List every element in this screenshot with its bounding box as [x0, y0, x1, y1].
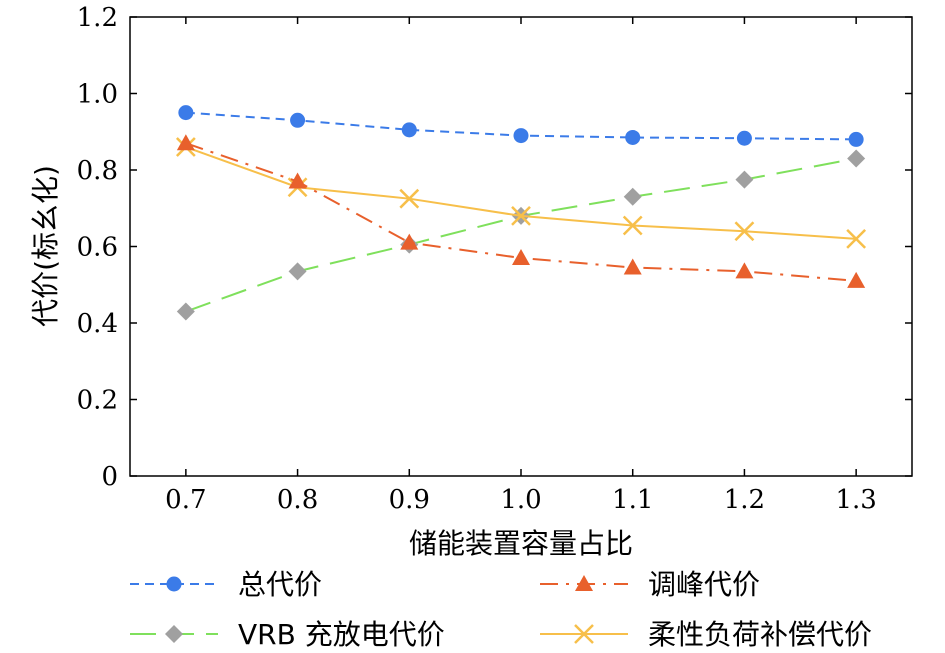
- x-marker-stroke: [574, 624, 594, 644]
- legend-marker: [166, 576, 182, 592]
- data-point: [288, 172, 307, 189]
- data-point: [734, 221, 755, 242]
- data-point: [176, 302, 195, 321]
- x-tick-label: 1.0: [500, 485, 541, 515]
- legend-item-0: 总代价: [130, 568, 322, 601]
- series-0: [178, 105, 864, 147]
- data-point: [735, 170, 754, 189]
- y-tick-label: 0.2: [77, 386, 118, 416]
- plot-frame: [129, 16, 913, 477]
- x-marker-stroke: [622, 215, 643, 236]
- data-point: [288, 262, 307, 281]
- data-point: [399, 188, 420, 209]
- data-point: [848, 131, 864, 147]
- y-tick-label: 1.0: [77, 80, 118, 110]
- legend-label: VRB 充放电代价: [238, 618, 445, 651]
- y-tick-label: 1.2: [77, 3, 118, 33]
- x-tick-label: 1.1: [612, 485, 653, 515]
- y-axis: 0 0.2 0.4 0.6 0.8 1.0 1.2: [77, 3, 912, 492]
- x-marker-stroke: [399, 188, 420, 209]
- y-tick-label: 0: [101, 462, 118, 492]
- legend-label: 柔性负荷补偿代价: [648, 618, 872, 651]
- series-layer: [175, 105, 867, 321]
- series-3: [175, 137, 867, 249]
- x-marker-stroke: [846, 228, 867, 249]
- x-tick-label: 0.7: [165, 485, 206, 515]
- x-tick-label: 1.2: [724, 485, 765, 515]
- x-marker-stroke: [511, 206, 531, 226]
- series-line: [185, 146, 857, 240]
- legend: 总代价 调峰代价 VRB 充放电代价 柔性负荷补偿代价: [130, 568, 872, 651]
- y-axis-title: 代价(标幺化): [29, 165, 62, 327]
- legend-item-1: 调峰代价: [540, 568, 760, 601]
- y-tick-label: 0.6: [77, 233, 118, 263]
- legend-label: 调峰代价: [648, 568, 760, 601]
- data-point: [512, 248, 530, 265]
- data-point: [178, 105, 194, 121]
- x-axis-title: 储能装置容量占比: [409, 527, 633, 560]
- data-point: [847, 271, 866, 288]
- legend-item-2: VRB 充放电代价: [130, 618, 445, 651]
- y-tick-label: 0.4: [77, 309, 118, 339]
- data-point: [623, 187, 642, 206]
- data-point: [176, 134, 195, 151]
- data-point: [735, 262, 754, 279]
- y-tick-label: 0.8: [77, 156, 118, 186]
- x-axis: 0.7 0.8 0.9 1.0 1.1 1.2 1.3: [165, 17, 877, 515]
- data-point: [513, 128, 529, 144]
- x-tick-label: 0.8: [277, 485, 318, 515]
- data-point: [511, 206, 531, 226]
- data-point: [400, 233, 419, 250]
- data-point: [846, 228, 867, 249]
- data-point: [290, 112, 306, 128]
- series-line: [185, 157, 857, 313]
- series-1: [176, 134, 866, 288]
- data-point: [736, 130, 752, 146]
- legend-marker: [165, 625, 183, 643]
- data-point: [623, 258, 642, 275]
- legend-marker: [575, 575, 593, 591]
- x-tick-label: 0.9: [389, 485, 430, 515]
- data-point: [622, 215, 643, 236]
- series-2: [176, 149, 866, 321]
- data-point: [625, 129, 641, 145]
- data-point: [401, 122, 417, 138]
- legend-marker: [574, 624, 594, 644]
- legend-item-3: 柔性负荷补偿代价: [540, 618, 872, 651]
- legend-label: 总代价: [238, 568, 322, 601]
- x-marker-stroke: [734, 221, 755, 242]
- x-tick-label: 1.3: [835, 485, 876, 515]
- data-point: [847, 149, 866, 168]
